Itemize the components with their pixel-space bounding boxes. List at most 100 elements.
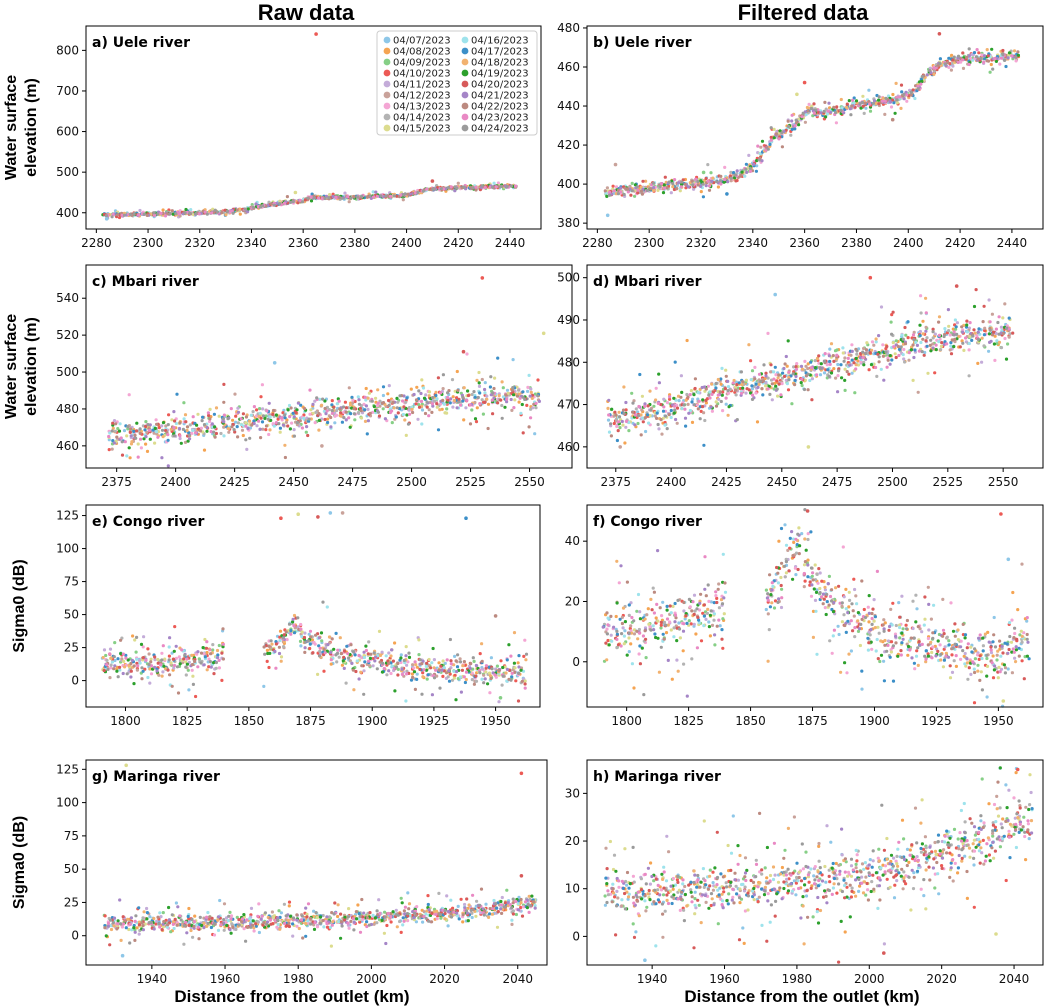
data-point xyxy=(847,99,851,103)
data-point xyxy=(111,439,115,443)
outlier-point xyxy=(890,117,895,122)
data-point xyxy=(421,189,425,193)
panel-e: 1800 1825 1850 1875 1900 1925 1950025507510012… xyxy=(11,504,541,728)
data-point xyxy=(396,661,400,666)
data-point xyxy=(914,340,918,344)
data-point xyxy=(794,367,799,371)
data-point xyxy=(835,105,839,109)
x-tick-label: 2475 xyxy=(822,475,853,489)
data-point xyxy=(111,421,115,425)
data-point xyxy=(853,391,857,395)
data-point xyxy=(265,409,269,413)
data-point xyxy=(329,662,333,666)
x-tick-label: 2400 xyxy=(893,236,924,250)
data-point xyxy=(523,679,527,683)
data-point xyxy=(769,138,773,142)
y-tick-label: 480 xyxy=(56,402,79,416)
data-point xyxy=(894,343,898,347)
data-point xyxy=(105,663,109,667)
data-point xyxy=(501,665,505,670)
data-point xyxy=(911,343,915,347)
data-point xyxy=(668,397,672,401)
data-point xyxy=(678,189,682,193)
data-point xyxy=(613,410,617,414)
data-point xyxy=(480,677,484,681)
data-point xyxy=(992,342,997,346)
data-point xyxy=(980,336,984,340)
data-point xyxy=(395,194,399,198)
data-point xyxy=(180,648,184,652)
data-point xyxy=(1003,58,1007,63)
data-point xyxy=(298,419,302,423)
data-point xyxy=(673,178,677,182)
data-point xyxy=(398,394,402,398)
data-point xyxy=(439,187,443,191)
data-point xyxy=(168,212,172,216)
data-point xyxy=(876,352,880,356)
data-point xyxy=(417,638,421,642)
data-point xyxy=(610,407,614,411)
data-point xyxy=(217,658,221,663)
data-point xyxy=(164,424,168,428)
data-point xyxy=(483,677,487,681)
data-point xyxy=(138,661,142,665)
data-point xyxy=(344,406,348,410)
data-point xyxy=(441,398,445,402)
legend-marker xyxy=(383,69,391,77)
data-point xyxy=(893,352,897,356)
data-point xyxy=(473,395,477,399)
data-point xyxy=(692,403,697,407)
data-point xyxy=(948,348,952,352)
data-point xyxy=(967,54,971,58)
data-point xyxy=(925,73,929,77)
data-point xyxy=(390,648,394,652)
data-point xyxy=(939,348,943,352)
x-tick-label: 2400 xyxy=(160,475,191,489)
data-point xyxy=(278,629,283,633)
data-point xyxy=(675,406,680,410)
data-point xyxy=(265,659,269,664)
axes-frame-b xyxy=(586,25,1044,230)
data-point xyxy=(836,374,840,378)
data-point xyxy=(359,416,364,420)
data-point xyxy=(196,412,200,416)
data-point xyxy=(282,645,286,649)
panel-d: 2375 2400 2425 2450 2475 2500 2525 255046047048… xyxy=(557,264,1044,489)
data-point xyxy=(347,200,351,204)
data-point xyxy=(203,210,207,214)
data-point xyxy=(624,400,628,405)
data-point xyxy=(277,645,281,649)
data-point xyxy=(323,406,327,411)
data-point xyxy=(178,421,182,425)
data-point xyxy=(965,319,969,323)
data-point xyxy=(478,652,482,656)
data-point xyxy=(456,388,460,392)
data-point xyxy=(616,420,621,424)
legend-label: 04/16/2023 xyxy=(471,36,529,47)
data-point xyxy=(764,371,768,375)
data-point xyxy=(392,406,396,410)
data-point xyxy=(989,62,993,67)
data-point xyxy=(264,414,268,418)
data-point xyxy=(520,679,525,684)
data-point xyxy=(170,684,174,688)
data-point xyxy=(318,397,322,401)
data-point xyxy=(988,328,992,332)
data-point xyxy=(982,54,987,58)
data-point xyxy=(772,136,776,140)
data-point xyxy=(895,101,900,105)
data-point xyxy=(761,379,766,383)
data-point xyxy=(659,418,663,422)
data-point xyxy=(672,404,677,408)
data-point xyxy=(843,388,847,392)
data-point xyxy=(292,624,296,628)
data-point xyxy=(417,389,421,393)
data-point xyxy=(461,395,465,399)
data-point xyxy=(911,378,915,382)
data-point xyxy=(733,173,738,177)
data-point xyxy=(889,105,894,109)
data-point xyxy=(214,431,218,436)
data-point xyxy=(341,659,345,663)
data-point xyxy=(701,398,705,402)
data-point xyxy=(510,408,514,412)
